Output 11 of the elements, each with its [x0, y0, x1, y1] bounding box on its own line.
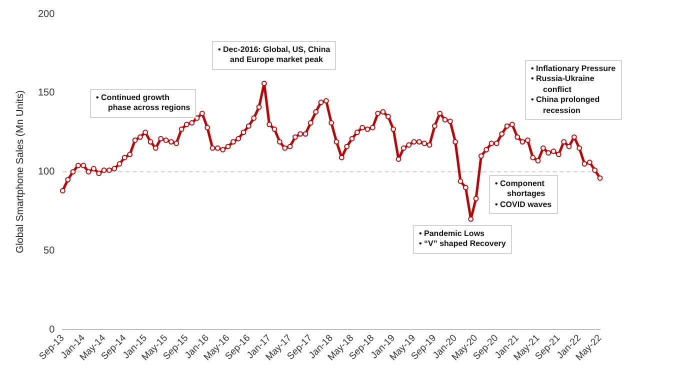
- y-axis-title: Global Smartphone Sales (Mn Units): [14, 90, 26, 254]
- annotation: • Component shortages • COVID waves: [495, 179, 552, 210]
- y-tick-label: 50: [44, 245, 56, 256]
- y-tick-label: 0: [49, 324, 56, 336]
- y-tick-label: 100: [38, 166, 56, 178]
- annotation: • Pandemic Lows • “V” shaped Recovery: [419, 229, 506, 250]
- annotation: • Continued growth phase across regions: [96, 93, 190, 114]
- y-tick-label: 150: [38, 88, 56, 99]
- annotation: • Dec-2016: Global, US, China and Europe market peak: [218, 45, 330, 66]
- y-tick-label: 200: [38, 8, 56, 20]
- annotation: • Inflationary Pressure • Russia-Ukraine conflict • China prolonged recession: [531, 64, 616, 116]
